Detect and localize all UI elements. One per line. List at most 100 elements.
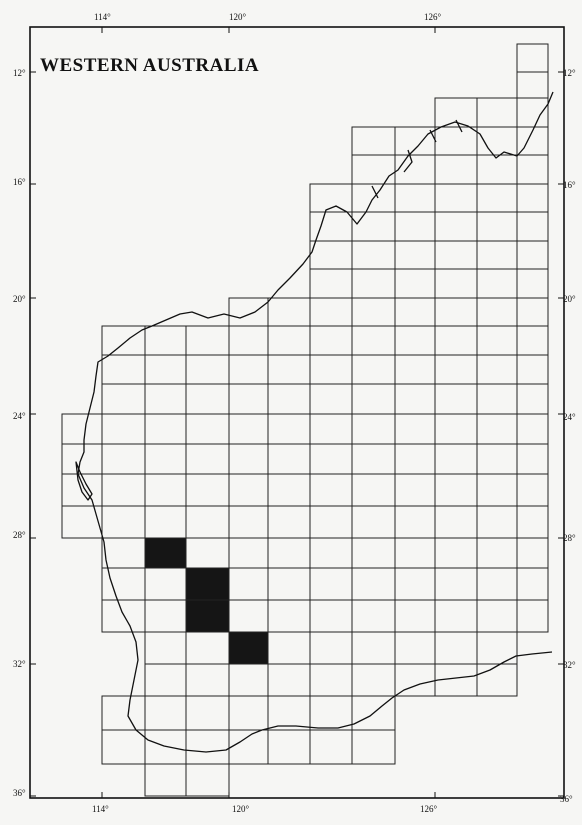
grid-cell xyxy=(516,154,549,185)
grid-cell xyxy=(185,763,230,797)
grid-cell xyxy=(267,443,311,475)
grid-cell xyxy=(101,505,146,539)
grid-cell xyxy=(476,325,518,356)
grid-cell xyxy=(144,413,187,445)
grid-cell xyxy=(144,599,187,633)
grid-cell xyxy=(476,567,518,601)
grid-cell xyxy=(394,663,436,697)
grid-cell xyxy=(228,325,269,356)
grid-cell xyxy=(516,43,549,73)
grid-cell xyxy=(185,537,230,569)
grid-cell xyxy=(267,505,311,539)
left-lat-label-12: 12° xyxy=(13,68,26,78)
grid-cell xyxy=(101,695,146,731)
grid-cell xyxy=(144,505,187,539)
grid-cell xyxy=(267,729,311,765)
left-lat-label-32: 32° xyxy=(13,659,26,669)
grid-cell xyxy=(309,211,353,242)
right-lat-label-28: 28° xyxy=(563,533,576,543)
grid-cell xyxy=(309,297,353,327)
grid-cell xyxy=(144,695,187,731)
grid-cell xyxy=(516,354,549,385)
left-lat-label-24: 24° xyxy=(13,411,26,421)
grid-cell xyxy=(351,631,396,665)
grid-cell xyxy=(61,505,103,539)
grid-cell xyxy=(144,325,187,356)
grid-cell xyxy=(309,325,353,356)
grid-cell xyxy=(351,567,396,601)
grid-cell xyxy=(351,663,396,697)
grid-cell xyxy=(516,71,549,99)
grid-cell xyxy=(185,443,230,475)
grid-cell xyxy=(185,729,230,765)
grid-cell xyxy=(434,297,478,327)
right-lat-label-20: 20° xyxy=(563,294,576,304)
grid-cell xyxy=(185,663,230,697)
grid-cell xyxy=(351,211,396,242)
grid-cell xyxy=(516,383,549,415)
grid-cell xyxy=(309,413,353,445)
right-lat-label-36: 36° xyxy=(560,794,573,804)
grid-cell xyxy=(228,695,269,731)
grid-cell-shaded xyxy=(185,599,230,633)
grid-cell xyxy=(309,268,353,299)
grid-cell xyxy=(516,211,549,242)
grid-cell xyxy=(351,240,396,270)
grid-cell xyxy=(101,443,146,475)
grid-cell xyxy=(228,473,269,507)
grid-cell xyxy=(434,599,478,633)
grid-cell xyxy=(351,413,396,445)
grid-cell xyxy=(267,325,311,356)
left-lat-label-20: 20° xyxy=(13,294,26,304)
grid-cell xyxy=(101,599,146,633)
grid-cell xyxy=(228,383,269,415)
grid-cell xyxy=(309,663,353,697)
grid-cell xyxy=(434,183,478,213)
grid-cell xyxy=(351,599,396,633)
grid-cell xyxy=(476,97,518,128)
grid-cell xyxy=(185,413,230,445)
grid-cell xyxy=(394,599,436,633)
grid-cell xyxy=(434,240,478,270)
grid-cell xyxy=(228,354,269,385)
grid-cell xyxy=(309,599,353,633)
grid-cell xyxy=(394,443,436,475)
grid-cell xyxy=(228,297,269,327)
grid-cell xyxy=(516,567,549,601)
grid-cell xyxy=(228,599,269,633)
grid-cell xyxy=(309,631,353,665)
grid-cell xyxy=(267,695,311,731)
left-lat-label-28: 28° xyxy=(13,530,26,540)
grid-cell xyxy=(394,413,436,445)
grid-cell xyxy=(394,505,436,539)
grid-cell-shaded xyxy=(185,567,230,601)
grid-cell xyxy=(394,567,436,601)
grid-cell xyxy=(476,183,518,213)
grid-cell xyxy=(351,126,396,156)
left-lat-label-36: 36° xyxy=(13,788,26,798)
grid-cell xyxy=(351,268,396,299)
grid-cell xyxy=(267,413,311,445)
bottom-lon-label-114: 114° xyxy=(92,804,109,814)
grid-cell xyxy=(351,383,396,415)
grid-cell xyxy=(61,443,103,475)
grid-cell xyxy=(476,537,518,569)
grid-cell xyxy=(309,505,353,539)
grid-cell xyxy=(516,268,549,299)
grid-cell xyxy=(476,268,518,299)
grid-cell xyxy=(144,663,187,697)
grid-cell xyxy=(101,729,146,765)
grid-cell xyxy=(516,97,549,128)
grid-cell xyxy=(144,763,187,797)
grid-cell xyxy=(516,473,549,507)
grid-cell xyxy=(394,154,436,185)
grid-cell xyxy=(476,126,518,156)
grid-cell xyxy=(516,505,549,539)
grid-cell xyxy=(476,663,518,697)
grid-cell xyxy=(101,473,146,507)
grid-cell xyxy=(309,729,353,765)
grid-cell xyxy=(351,473,396,507)
grid-cell xyxy=(516,599,549,633)
grid-cell xyxy=(185,473,230,507)
